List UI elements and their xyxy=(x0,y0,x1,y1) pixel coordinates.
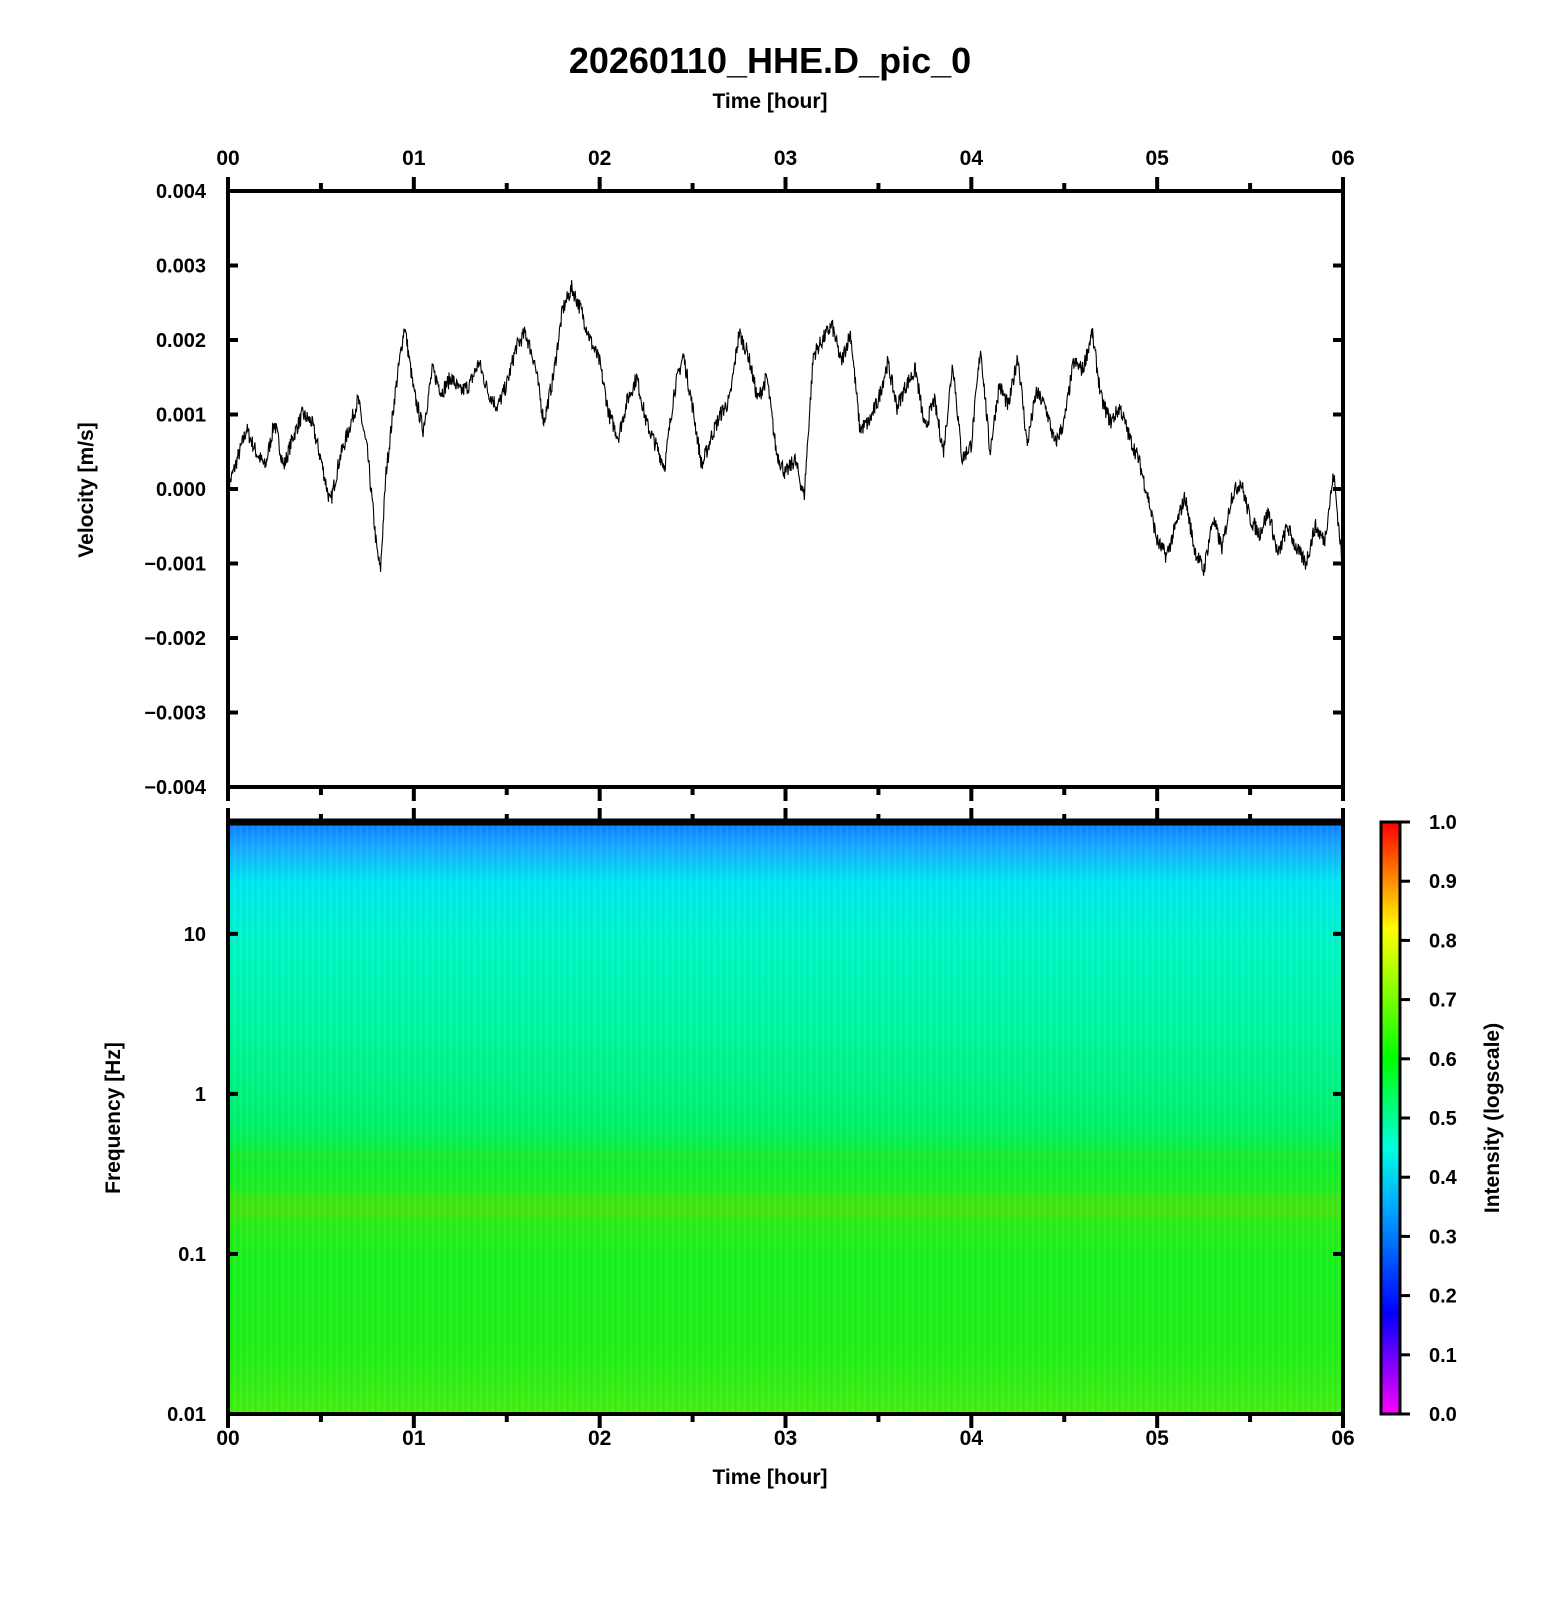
colorbar-tick-label: 0.2 xyxy=(1429,1286,1457,1308)
spectrogram-y-tick-label: 10 xyxy=(184,924,206,946)
top-axis-label: Time [hour] xyxy=(712,90,827,113)
velocity-y-axis-label: Velocity [m/s] xyxy=(75,422,98,557)
velocity-x-tick-label: 06 xyxy=(1331,147,1354,170)
spectrogram-y-tick-label: 1 xyxy=(195,1084,206,1106)
spectrogram-y-axis-label: Frequency [Hz] xyxy=(102,1042,125,1194)
colorbar-label: Intensity (logscale) xyxy=(1481,1023,1504,1213)
bottom-axis-label: Time [hour] xyxy=(712,1466,827,1489)
spectrogram-x-tick-label: 01 xyxy=(402,1427,426,1450)
colorbar-tick-label: 0.5 xyxy=(1429,1108,1457,1130)
spectrogram-y-tick-label: 0.1 xyxy=(178,1244,206,1266)
velocity-y-tick-label: 0.003 xyxy=(156,256,206,278)
colorbar-tick-label: 0.3 xyxy=(1429,1226,1457,1248)
spectrogram-texture xyxy=(228,822,1343,1414)
colorbar-tick-label: 0.6 xyxy=(1429,1049,1457,1071)
velocity-x-tick-label: 02 xyxy=(588,147,611,170)
spectrogram-x-tick-label: 00 xyxy=(216,1427,239,1450)
velocity-x-tick-label: 03 xyxy=(774,147,797,170)
velocity-y-tick-label: −0.002 xyxy=(144,628,206,650)
velocity-trace xyxy=(227,280,1344,576)
velocity-y-tick-label: −0.003 xyxy=(144,703,206,725)
velocity-panel: 0.004 0.003 0.002 0.001 0.000 −0.001 −0.002 −0.… xyxy=(75,147,1355,801)
spectrogram-x-tick-label: 05 xyxy=(1145,1427,1169,1450)
spectrogram-panel: 10 1 0.1 0.01 00 01 02 03 04 05 06 Frequency [Hz] xyxy=(102,808,1355,1450)
spectrogram-x-tick-label: 06 xyxy=(1331,1427,1354,1450)
spectrogram-x-tick-label: 02 xyxy=(588,1427,611,1450)
figure-title: 20260110_HHE.D_pic_0 xyxy=(569,40,971,81)
velocity-y-tick-label: −0.001 xyxy=(144,554,206,576)
colorbar-tick-label: 0.0 xyxy=(1429,1404,1457,1426)
velocity-x-tick-label: 05 xyxy=(1145,147,1169,170)
colorbar-gradient xyxy=(1379,820,1402,1416)
velocity-y-tick-label: 0.004 xyxy=(156,181,207,203)
velocity-x-tick-label: 00 xyxy=(216,147,239,170)
velocity-y-tick-label: 0.000 xyxy=(156,479,206,501)
colorbar-tick-label: 1.0 xyxy=(1429,812,1457,834)
spectrogram-x-tick-label: 03 xyxy=(774,1427,797,1450)
colorbar-tick-label: 0.8 xyxy=(1429,930,1457,952)
velocity-y-tick-label: 0.002 xyxy=(156,330,206,352)
colorbar-tick-label: 0.9 xyxy=(1429,871,1457,893)
velocity-plot-frame xyxy=(226,189,1345,789)
spectrogram-x-tick-label: 04 xyxy=(960,1427,984,1450)
velocity-y-tick-label: −0.004 xyxy=(144,777,207,799)
colorbar: 1.0 0.9 0.8 0.7 0.6 0.5 0.4 0.3 0.2 0.1 0.0 Intensi… xyxy=(1379,812,1504,1426)
colorbar-tick-label: 0.4 xyxy=(1429,1167,1458,1189)
velocity-x-tick-label: 04 xyxy=(960,147,984,170)
colorbar-tick-label: 0.7 xyxy=(1429,990,1457,1012)
velocity-x-tick-label: 01 xyxy=(402,147,426,170)
velocity-y-tick-label: 0.001 xyxy=(156,405,206,427)
colorbar-tick-label: 0.1 xyxy=(1429,1345,1457,1367)
spectrogram-y-tick-label: 0.01 xyxy=(167,1404,206,1426)
